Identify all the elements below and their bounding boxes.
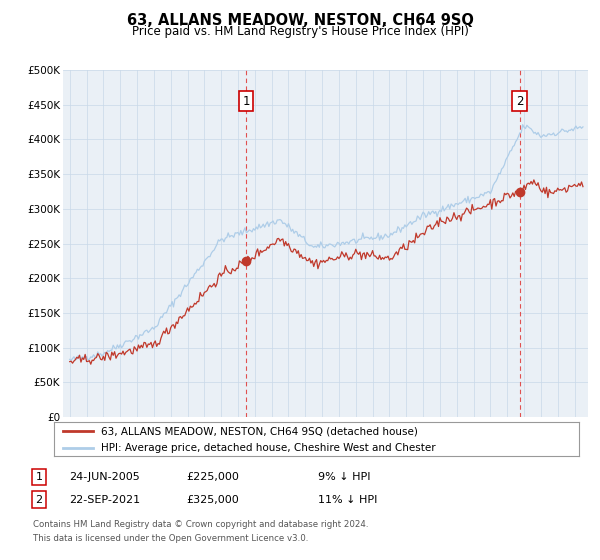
Text: Price paid vs. HM Land Registry's House Price Index (HPI): Price paid vs. HM Land Registry's House … [131, 25, 469, 38]
Text: 1: 1 [35, 472, 43, 482]
Text: 63, ALLANS MEADOW, NESTON, CH64 9SQ: 63, ALLANS MEADOW, NESTON, CH64 9SQ [127, 13, 473, 29]
Text: This data is licensed under the Open Government Licence v3.0.: This data is licensed under the Open Gov… [33, 534, 308, 543]
Text: Contains HM Land Registry data © Crown copyright and database right 2024.: Contains HM Land Registry data © Crown c… [33, 520, 368, 529]
Text: 9% ↓ HPI: 9% ↓ HPI [318, 472, 371, 482]
Text: £325,000: £325,000 [186, 494, 239, 505]
Text: 1: 1 [242, 95, 250, 108]
Text: £225,000: £225,000 [186, 472, 239, 482]
Text: 2: 2 [35, 494, 43, 505]
Text: HPI: Average price, detached house, Cheshire West and Chester: HPI: Average price, detached house, Ches… [101, 444, 436, 454]
Text: 24-JUN-2005: 24-JUN-2005 [69, 472, 140, 482]
Text: 2: 2 [516, 95, 523, 108]
Text: 11% ↓ HPI: 11% ↓ HPI [318, 494, 377, 505]
Text: 63, ALLANS MEADOW, NESTON, CH64 9SQ (detached house): 63, ALLANS MEADOW, NESTON, CH64 9SQ (det… [101, 426, 418, 436]
Text: 22-SEP-2021: 22-SEP-2021 [69, 494, 140, 505]
